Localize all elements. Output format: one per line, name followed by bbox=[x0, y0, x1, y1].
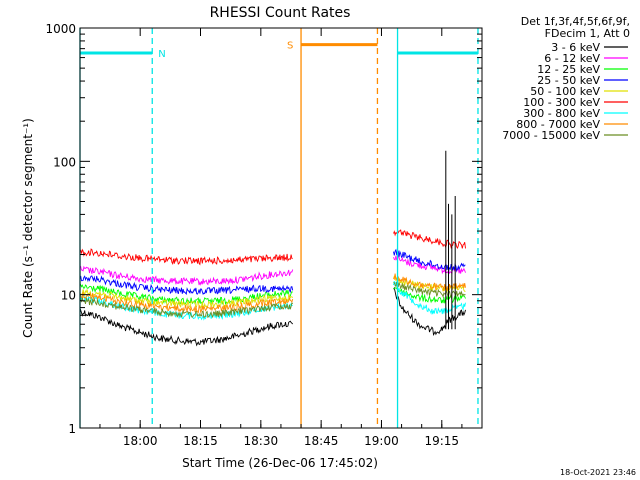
legend-label-6: 100 - 300 keV bbox=[523, 96, 600, 109]
legend-label-4: 25 - 50 keV bbox=[537, 74, 600, 87]
y-axis-label: Count Rate (s⁻¹ detector segment⁻¹) bbox=[21, 118, 35, 338]
legend-header-1: Det 1f,3f,4f,5f,6f,9f, bbox=[521, 15, 630, 28]
x-axis-label: Start Time (26-Dec-06 17:45:02) bbox=[182, 456, 378, 470]
legend-label-8: 800 - 7000 keV bbox=[516, 118, 600, 131]
series-7-segment-2 bbox=[393, 281, 466, 315]
y-tick-label-1: 1 bbox=[68, 422, 76, 436]
legend-label-3: 12 - 25 keV bbox=[537, 63, 600, 76]
generation-timestamp: 18-Oct-2021 23:46 bbox=[560, 468, 636, 477]
series-3-segment-1 bbox=[79, 283, 293, 306]
series-1 bbox=[79, 286, 466, 347]
legend-header-2: FDecim 1, Att 0 bbox=[545, 27, 630, 40]
x-tick-label-2: 18:15 bbox=[183, 434, 218, 448]
series-9-segment-2 bbox=[393, 280, 466, 299]
legend-label-1: 3 - 6 keV bbox=[551, 41, 600, 54]
series-1-segment-2 bbox=[393, 286, 466, 337]
x-tick-label-1: 18:00 bbox=[123, 434, 158, 448]
series-6-segment-1 bbox=[79, 248, 293, 266]
series-8-segment-2 bbox=[393, 273, 466, 291]
series-4-segment-1 bbox=[79, 275, 294, 296]
series-2-segment-1 bbox=[79, 265, 294, 286]
x-tick-label-4: 18:45 bbox=[304, 434, 339, 448]
series-4-segment-2 bbox=[393, 248, 466, 272]
y-tick-label-4: 1000 bbox=[45, 22, 76, 36]
plot-data-layer: NS bbox=[79, 28, 479, 428]
legend-label-2: 6 - 12 keV bbox=[544, 52, 600, 65]
chart-title: RHESSI Count Rates bbox=[210, 5, 351, 21]
legend-label-7: 300 - 800 keV bbox=[523, 107, 600, 120]
series-6 bbox=[79, 229, 466, 266]
x-tick-label-6: 19:15 bbox=[424, 434, 459, 448]
plot-frame bbox=[79, 27, 483, 429]
x-tick-label-3: 18:30 bbox=[244, 434, 279, 448]
series-8 bbox=[79, 273, 466, 314]
flag-label-1: N bbox=[158, 49, 165, 60]
series-4 bbox=[79, 248, 466, 296]
series-5 bbox=[79, 274, 466, 310]
legend: Det 1f,3f,4f,5f,6f,9f,FDecim 1, Att 03 -… bbox=[502, 15, 630, 142]
series-1-segment-1 bbox=[79, 308, 294, 347]
series-9-segment-1 bbox=[79, 297, 294, 319]
axis-layer: 18:00 18:15 18:30 18:45 19:00 19:15 1 10 100 1000 bbox=[45, 22, 483, 448]
legend-label-5: 50 - 100 keV bbox=[530, 85, 600, 98]
y-tick-label-3: 100 bbox=[53, 155, 76, 169]
legend-label-9: 7000 - 15000 keV bbox=[502, 129, 600, 142]
series-9 bbox=[79, 280, 466, 319]
x-tick-label-5: 19:00 bbox=[364, 434, 399, 448]
flag-label-3: S bbox=[287, 41, 293, 52]
series-5-segment-1 bbox=[79, 289, 294, 310]
series-5-segment-2 bbox=[393, 274, 466, 293]
series-6-segment-2 bbox=[393, 229, 466, 250]
y-tick-label-2: 10 bbox=[61, 289, 76, 303]
series-8-segment-1 bbox=[79, 291, 294, 314]
